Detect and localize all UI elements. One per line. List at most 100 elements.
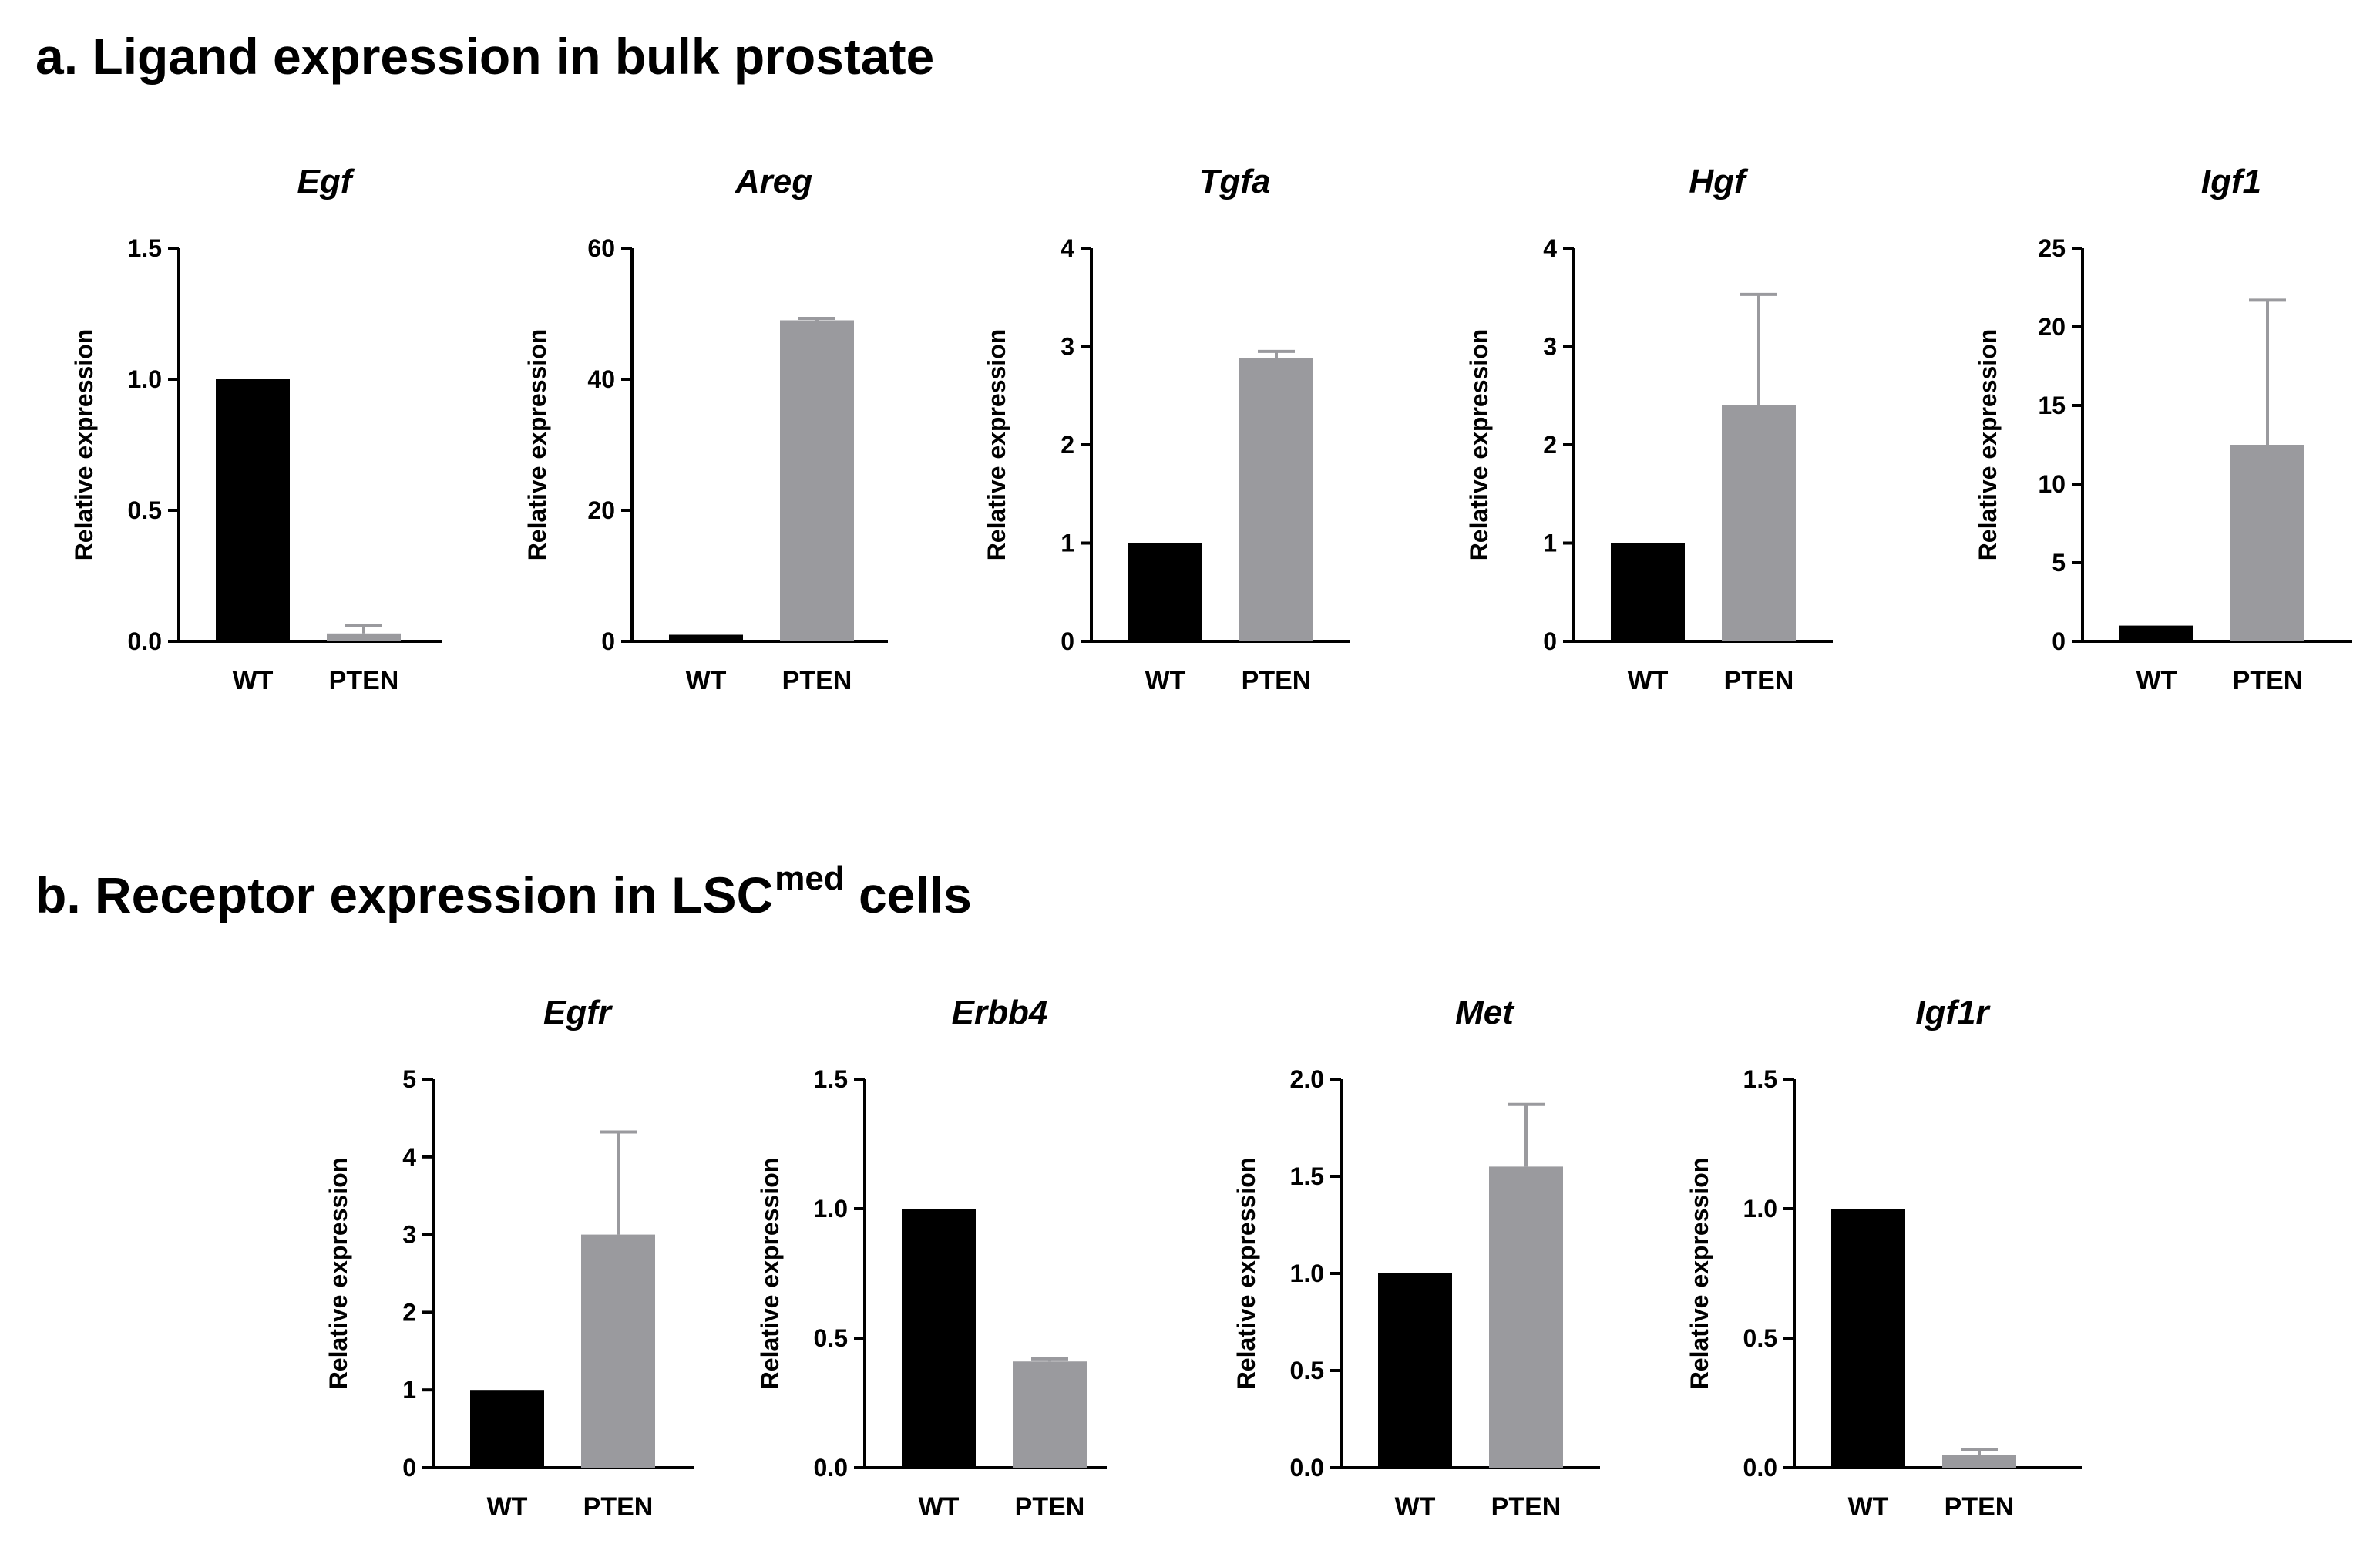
chart-title: Igf1 [2201,163,2261,200]
bar-pten [2230,445,2304,641]
y-axis-label: Relative expression [523,329,551,561]
bar-pten [1489,1166,1563,1468]
y-tick-label: 3 [1061,333,1074,361]
y-tick-label: 0 [601,627,615,655]
x-tick-label-pten: PTEN [1945,1492,2015,1522]
chart-title: Egfr [543,994,613,1031]
section-b-title-suffix: cells [844,866,972,923]
y-tick-label: 0.5 [814,1324,848,1352]
y-tick-label: 3 [1543,333,1557,361]
chart-panel-igf1: Igf1 Relative expression 0 5 10 15 20 25 WT PTEN [1974,163,2352,695]
y-tick-label: 4 [402,1143,416,1171]
chart-panel-erbb4: Erbb4 Relative expression 0.0 0.5 1.0 1.5 WT PT… [756,994,1107,1522]
y-tick-label: 2 [402,1298,416,1326]
x-tick-label-pten: PTEN [1724,666,1794,695]
y-tick-label: 4 [1543,234,1557,262]
x-tick-label-wt: WT [1395,1492,1436,1522]
y-tick-label: 4 [1061,234,1074,262]
x-tick-label-wt: WT [487,1492,528,1522]
bar-pten [1942,1455,2016,1468]
y-tick-label: 0 [2052,627,2066,655]
section-a-title-text: a. Ligand expression in bulk prostate [35,28,935,85]
chart-panel-met: Met Relative expression 0.0 0.5 1.0 1.5 2.0 WT P… [1232,994,1600,1522]
chart-panel-hgf: Hgf Relative expression 0 1 2 3 4 WT PTEN [1465,163,1833,695]
bar-wt [1378,1273,1452,1468]
x-tick-label-wt: WT [686,666,727,695]
y-tick-label: 0 [1543,627,1557,655]
section-b-title-prefix: b. Receptor expression in LSC [35,866,774,923]
y-tick-label: 2 [1061,431,1074,459]
y-axis-label: Relative expression [1465,329,1493,561]
y-tick-label: 1.0 [814,1195,848,1223]
y-axis-label: Relative expression [1686,1158,1713,1390]
bar-wt [669,634,743,641]
y-tick-label: 15 [2038,392,2066,419]
x-tick-label-pten: PTEN [1015,1492,1085,1522]
y-tick-label: 1.5 [128,234,162,262]
y-tick-label: 0.0 [1290,1454,1324,1482]
y-axis-label: Relative expression [1232,1158,1260,1390]
y-tick-label: 0.5 [1290,1357,1324,1384]
y-tick-label: 20 [587,496,615,524]
bar-pten [327,633,401,641]
y-tick-label: 1.5 [1743,1065,1777,1093]
bar-wt [470,1390,544,1468]
y-tick-label: 1.0 [128,365,162,393]
x-tick-label-pten: PTEN [2233,666,2303,695]
y-tick-label: 1.5 [1290,1162,1324,1190]
x-tick-label-pten: PTEN [329,666,399,695]
chart-panel-tgfa: Tgfa Relative expression 0 1 2 3 4 WT PTEN [983,163,1350,695]
bar-pten [1722,405,1796,641]
bar-pten [780,320,854,641]
x-tick-label-pten: PTEN [1491,1492,1561,1522]
y-axis-label: Relative expression [70,329,98,561]
bar-pten [1239,358,1313,641]
section-b-title: b. Receptor expression in LSCmed cells [35,859,972,923]
y-tick-label: 5 [2052,549,2066,577]
y-tick-label: 0.5 [1743,1324,1777,1352]
y-tick-label: 0 [1061,627,1074,655]
y-axis-label: Relative expression [1974,329,2002,561]
y-tick-label: 3 [402,1221,416,1249]
section-a-title: a. Ligand expression in bulk prostate [35,31,934,82]
y-tick-label: 0.0 [814,1454,848,1482]
chart-panel-igf1r: Igf1r Relative expression 0.0 0.5 1.0 1.5 WT PT… [1686,994,2082,1522]
bar-wt [2119,625,2193,641]
y-tick-label: 2.0 [1290,1065,1324,1093]
bar-wt [1831,1209,1905,1468]
y-tick-label: 5 [402,1065,416,1093]
chart-title: Tgfa [1199,163,1271,200]
x-tick-label-wt: WT [2136,666,2177,695]
bar-pten [1013,1361,1087,1468]
chart-title: Igf1r [1915,994,1991,1031]
x-tick-label-pten: PTEN [782,666,852,695]
y-tick-label: 10 [2038,470,2066,498]
x-tick-label-wt: WT [1145,666,1186,695]
bar-pten [581,1234,655,1468]
y-tick-label: 0 [402,1454,416,1482]
bar-wt [216,379,290,641]
x-tick-label-wt: WT [233,666,274,695]
y-tick-label: 1 [1543,530,1557,557]
chart-panel-areg: Areg Relative expression 0 20 40 60 WT PTEN [523,163,888,695]
bar-wt [1128,543,1202,641]
chart-title: Met [1455,994,1515,1031]
y-tick-label: 2 [1543,431,1557,459]
y-tick-label: 0.0 [128,627,162,655]
y-tick-label: 60 [587,234,615,262]
chart-title: Areg [735,163,812,200]
x-tick-label-pten: PTEN [1242,666,1312,695]
y-tick-label: 1.0 [1290,1260,1324,1287]
y-tick-label: 40 [587,365,615,393]
section-b-title-superscript: med [775,859,845,897]
y-tick-label: 25 [2038,234,2066,262]
x-tick-label-pten: PTEN [583,1492,654,1522]
bar-wt [902,1209,976,1468]
x-tick-label-wt: WT [1848,1492,1889,1522]
chart-panel-egf: Egf Relative expression 0.0 0.5 1.0 1.5 WT PTEN [70,163,442,695]
chart-title: Erbb4 [952,994,1048,1031]
chart-title: Egf [298,163,355,200]
y-tick-label: 1.5 [814,1065,848,1093]
x-tick-label-wt: WT [1628,666,1669,695]
